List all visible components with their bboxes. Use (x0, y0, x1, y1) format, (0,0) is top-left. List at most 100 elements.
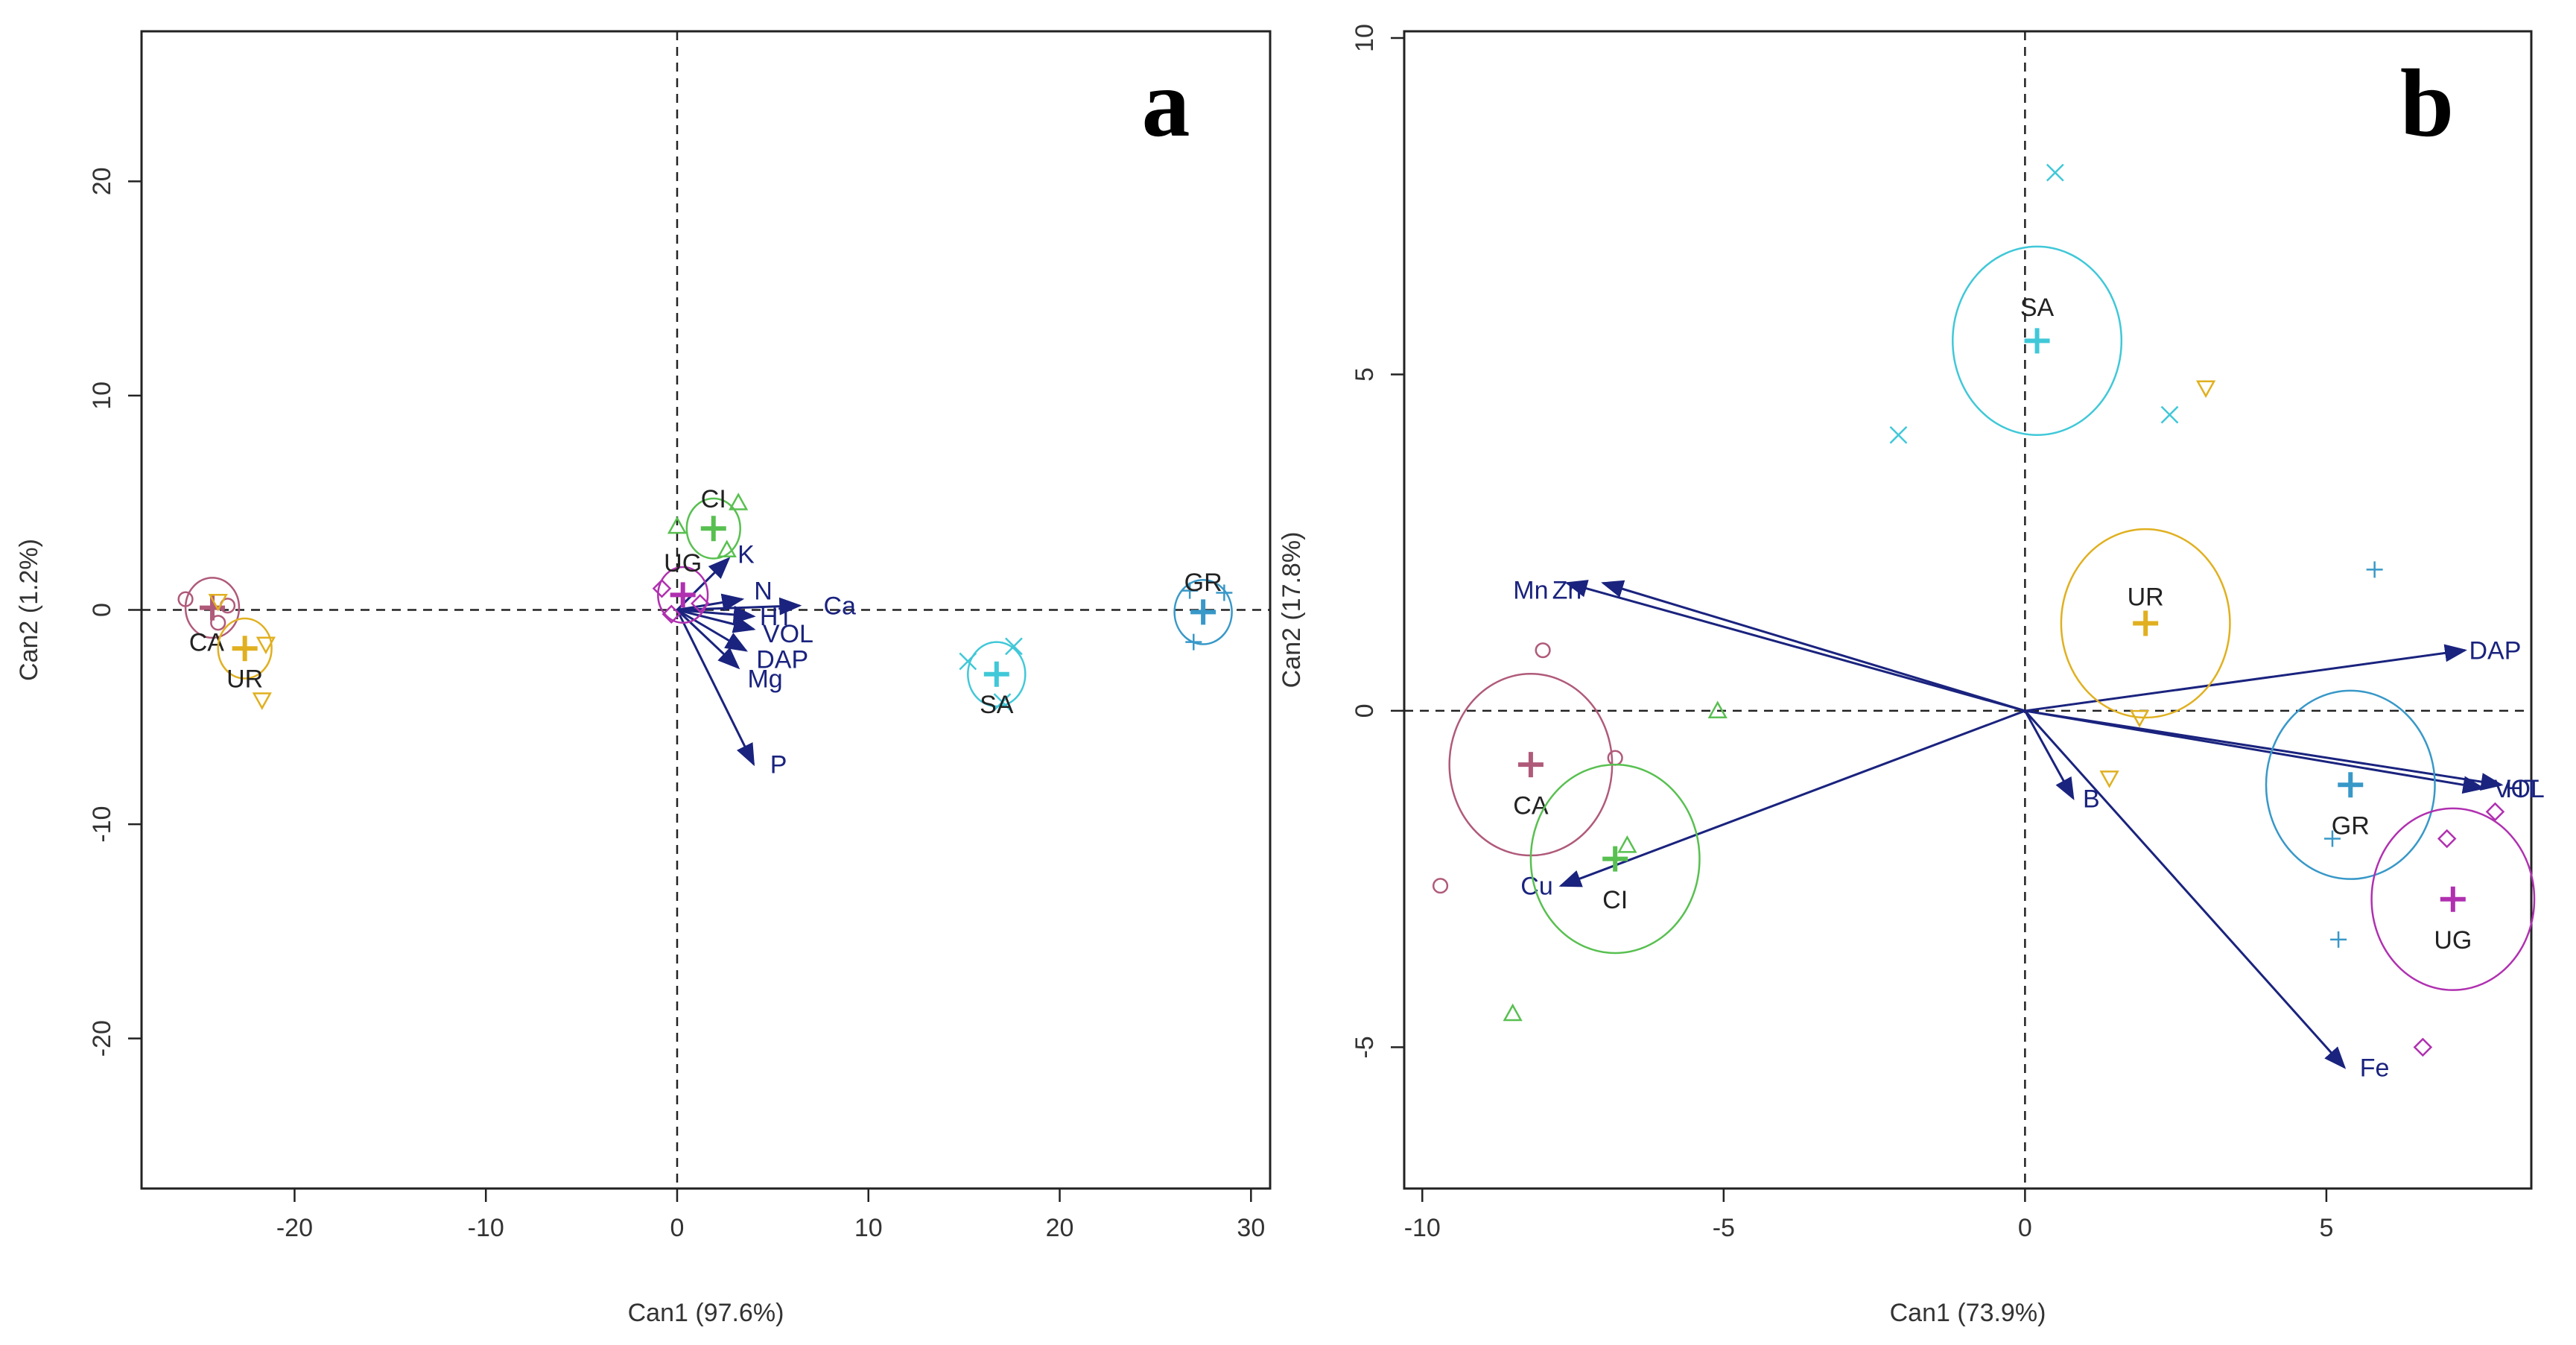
data-point-ug (2485, 802, 2505, 822)
vector-label-ca: Ca (824, 592, 857, 621)
data-point-gr (1185, 633, 1202, 651)
loading-vector-k (676, 557, 731, 611)
confidence-circle-ug (2370, 807, 2536, 991)
y-tick-label: 20 (88, 167, 116, 195)
data-point-ur (252, 692, 272, 710)
loading-vector-vol (676, 609, 756, 633)
confidence-circle-gr (2265, 689, 2436, 880)
data-point-ci (1617, 835, 1637, 853)
confidence-circle-ci (1529, 763, 1701, 955)
vector-label-zn: Zn (1552, 576, 1582, 604)
data-point-ug (2437, 829, 2457, 849)
x-axis-title: Can1 (97.6%) (628, 1299, 784, 1327)
data-point-ca (1535, 642, 1551, 659)
loading-vector-n (676, 593, 745, 612)
panel-a: -20 -10 0 10 20 30 -20 -10 0 10 20 Can1 (97.6%) Can2… (15, 30, 1272, 1327)
group-centroid-ur (232, 636, 258, 662)
loading-vector-mg (676, 609, 740, 670)
group-label-sa: SA (980, 691, 1014, 719)
loading-vector-zn (1601, 580, 2025, 712)
confidence-circle-sa (967, 641, 1027, 708)
loading-vector-ht (676, 605, 756, 624)
panel-letter: b (2400, 50, 2454, 157)
vector-label-vol: VOL (763, 620, 813, 648)
data-point-gr (2366, 561, 2383, 578)
vector-label-vol: VOL (2494, 775, 2545, 803)
group-label-ur: UR (226, 665, 263, 694)
data-point-sa (993, 693, 1012, 712)
group-centroid-ur (2133, 610, 2159, 636)
loading-vector-fe (2024, 709, 2347, 1069)
data-point-ug (2413, 1037, 2433, 1057)
data-point-ur (256, 636, 276, 655)
x-tick-label: -10 (468, 1214, 504, 1242)
vector-label-b: B (2083, 785, 2100, 813)
x-tick-label: 30 (1237, 1214, 1265, 1242)
vector-label-n: N (754, 577, 773, 606)
data-point-sa (2046, 163, 2064, 182)
group-centroid-gr (2338, 772, 2364, 798)
group-centroid-ug (2440, 886, 2466, 912)
vector-label-mn: Mn (1513, 576, 1548, 604)
confidence-circle-gr (1173, 578, 1233, 645)
y-axis-title: Can2 (17.8%) (1278, 532, 1306, 689)
group-label-ci: CI (1602, 886, 1628, 914)
vector-label-k: K (737, 541, 755, 569)
data-point-ci (729, 493, 749, 510)
data-point-gr (2330, 931, 2347, 948)
confidence-circle-ci (685, 497, 741, 560)
confidence-circle-ur (2060, 528, 2231, 719)
group-label-ca: CA (1513, 791, 1549, 820)
x-tick-label: -5 (1713, 1214, 1735, 1242)
panel-letter: a (1142, 50, 1190, 157)
loading-vector-mn (1564, 580, 2025, 712)
data-point-ug (652, 578, 672, 598)
data-point-gr (1181, 582, 1199, 599)
data-point-ci (667, 516, 688, 534)
data-point-sa (2160, 405, 2179, 424)
group-label-ur: UR (2128, 583, 2164, 611)
loading-vector-cu (1558, 709, 2025, 887)
plot-frame (1403, 30, 2533, 1190)
vector-label-mg: Mg (747, 665, 782, 694)
loading-vector-ht (2025, 709, 2486, 794)
data-point-sa (1889, 425, 1908, 444)
data-point-ur (208, 593, 228, 612)
vector-label-ht: HT (2505, 775, 2539, 803)
y-tick-label: -20 (88, 1020, 116, 1057)
vector-label-dap: DAP (756, 646, 808, 674)
y-tick-label: -5 (1351, 1036, 1379, 1058)
vector-label-ht: HT (760, 603, 793, 631)
x-tick-label: 0 (2018, 1214, 2032, 1242)
data-point-ca (210, 615, 226, 631)
y-tick-label: -10 (88, 806, 116, 843)
confidence-circle-sa (1952, 245, 2123, 436)
x-axis-title: Can1 (73.9%) (1890, 1299, 2046, 1327)
group-label-ug: UG (664, 549, 702, 577)
x-tick-label: -20 (276, 1214, 313, 1242)
group-centroid-ci (1602, 846, 1628, 872)
vector-label-p: P (770, 751, 787, 779)
x-tick-label: 10 (854, 1214, 883, 1242)
y-axis-title: Can2 (1.2%) (15, 539, 43, 681)
x-tick-label: 0 (670, 1214, 685, 1242)
group-label-ci: CI (701, 485, 726, 513)
x-tick-label: 5 (2319, 1214, 2333, 1242)
y-tick-label: 10 (1351, 24, 1379, 52)
x-tick-label: 20 (1046, 1214, 1074, 1242)
data-point-ug (662, 604, 682, 624)
group-label-gr: GR (2332, 811, 2370, 840)
y-tick-label: 0 (1351, 703, 1379, 718)
vector-label-dap: DAP (2469, 637, 2521, 665)
confidence-circle-ca (184, 577, 241, 639)
confidence-circle-ug (657, 566, 709, 624)
group-label-gr: GR (1184, 569, 1222, 597)
y-tick-label: 0 (88, 603, 116, 617)
loading-vector-dap (676, 609, 749, 652)
vector-label-fe: Fe (2360, 1054, 2390, 1082)
data-point-ca (1432, 878, 1449, 894)
confidence-circle-ur (217, 617, 273, 680)
loading-vector-b (2024, 710, 2075, 800)
y-tick-label: 10 (88, 382, 116, 410)
